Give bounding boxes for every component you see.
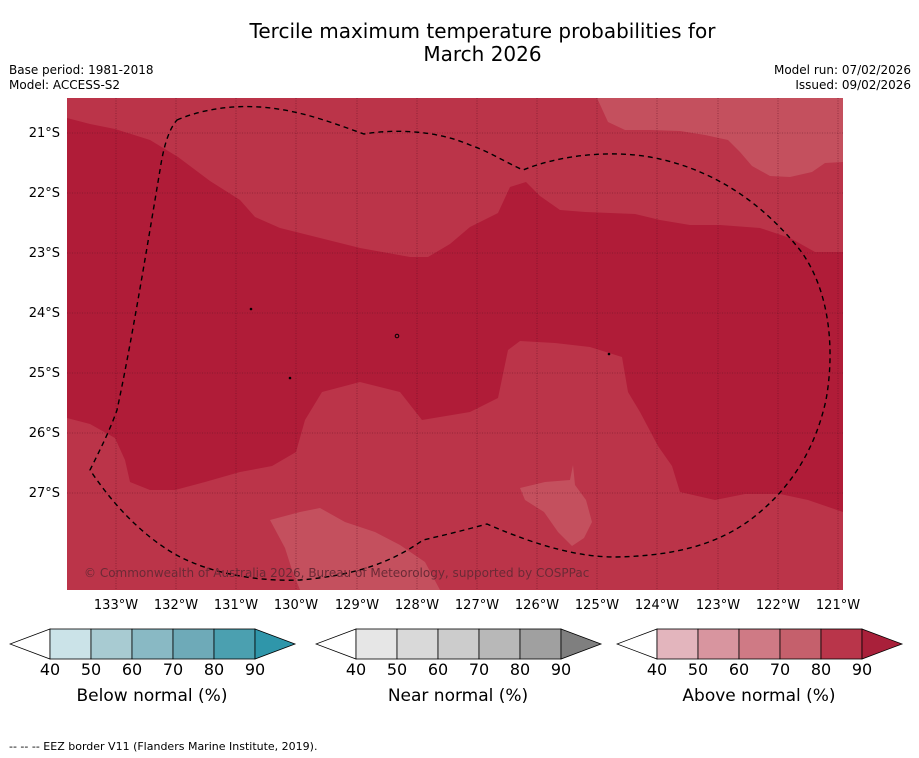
lon-label: 126°W xyxy=(514,598,560,613)
cbar-seg xyxy=(616,628,658,660)
cbar-seg xyxy=(131,628,174,660)
copyright-notice: © Commonwealth of Australia 2026, Bureau… xyxy=(84,566,589,580)
cbar-tick: 40 xyxy=(39,660,61,679)
cbar-tick: 90 xyxy=(550,660,572,679)
issued-date: Issued: 09/02/2026 xyxy=(795,78,911,92)
cbar-tick: 50 xyxy=(687,660,709,679)
colorbar-below-svg xyxy=(9,628,297,660)
colorbar-near-normal xyxy=(315,628,603,660)
cbar-seg xyxy=(820,628,863,660)
lon-label: 128°W xyxy=(394,598,440,613)
cbar-seg xyxy=(172,628,215,660)
lat-label: 27°S xyxy=(28,486,60,501)
lat-label: 24°S xyxy=(28,306,60,321)
region-70-bottom-left xyxy=(270,508,440,590)
cbar-seg xyxy=(49,628,92,660)
meta-left: Base period: 1981-2018 Model: ACCESS-S2 xyxy=(9,63,154,93)
cbar-tick: 40 xyxy=(345,660,367,679)
lon-label: 124°W xyxy=(634,598,680,613)
cbar-seg xyxy=(90,628,133,660)
cbar-tick: 90 xyxy=(851,660,873,679)
lon-label: 133°W xyxy=(93,598,139,613)
cbar-seg xyxy=(213,628,256,660)
colorbar-title-near: Near normal (%) xyxy=(387,686,529,706)
model-run: Model run: 07/02/2026 xyxy=(773,63,911,77)
cbar-seg xyxy=(779,628,822,660)
base-period: Base period: 1981-2018 xyxy=(9,63,154,77)
lon-label: 123°W xyxy=(695,598,741,613)
lon-label: 121°W xyxy=(815,598,861,613)
cbar-seg xyxy=(738,628,781,660)
region-70-top-right xyxy=(597,98,843,177)
cbar-seg xyxy=(560,628,603,660)
cbar-seg xyxy=(861,628,904,660)
lon-label: 127°W xyxy=(454,598,500,613)
lon-label: 125°W xyxy=(574,598,620,613)
cbar-tick: 80 xyxy=(509,660,531,679)
colorbar-near-svg xyxy=(315,628,603,660)
meta-right: Model run: 07/02/2026 Issued: 09/02/2026 xyxy=(774,63,911,93)
lat-label: 21°S xyxy=(28,126,60,141)
cbar-tick: 70 xyxy=(769,660,791,679)
eez-footnote: -- -- -- EEZ border V11 (Flanders Marine… xyxy=(9,740,318,753)
model-name: Model: ACCESS-S2 xyxy=(9,78,121,92)
lat-label: 25°S xyxy=(28,366,60,381)
lon-label: 131°W xyxy=(213,598,259,613)
title-line-1: Tercile maximum temperature probabilitie… xyxy=(249,19,716,43)
lat-label: 22°S xyxy=(28,186,60,201)
cbar-tick: 80 xyxy=(810,660,832,679)
region-90-central-band xyxy=(67,118,843,512)
cbar-tick: 70 xyxy=(162,660,184,679)
islands xyxy=(249,307,611,380)
map-panel: © Commonwealth of Australia 2026, Bureau… xyxy=(67,98,843,590)
cbar-seg xyxy=(437,628,480,660)
cbar-tick: 50 xyxy=(386,660,408,679)
lon-label: 132°W xyxy=(153,598,199,613)
lat-label: 26°S xyxy=(28,426,60,441)
lon-label: 122°W xyxy=(755,598,801,613)
colorbar-title-below: Below normal (%) xyxy=(76,686,228,706)
title-line-2: March 2026 xyxy=(423,42,542,66)
cbar-tick: 90 xyxy=(244,660,266,679)
cbar-seg xyxy=(315,628,357,660)
cbar-tick: 60 xyxy=(728,660,750,679)
colorbar-above-svg xyxy=(616,628,904,660)
cbar-tick: 80 xyxy=(203,660,225,679)
cbar-seg xyxy=(697,628,740,660)
cbar-seg xyxy=(396,628,439,660)
cbar-tick: 50 xyxy=(80,660,102,679)
cbar-seg xyxy=(9,628,51,660)
cbar-seg xyxy=(254,628,297,660)
colorbar-above-normal xyxy=(616,628,906,660)
chart-title: Tercile maximum temperature probabilitie… xyxy=(0,20,919,66)
cbar-tick: 60 xyxy=(121,660,143,679)
lon-label: 129°W xyxy=(334,598,380,613)
cbar-seg xyxy=(656,628,699,660)
cbar-tick: 70 xyxy=(468,660,490,679)
cbar-seg xyxy=(478,628,521,660)
lat-label: 23°S xyxy=(28,246,60,261)
lon-label: 130°W xyxy=(273,598,319,613)
cbar-seg xyxy=(355,628,398,660)
cbar-tick: 60 xyxy=(427,660,449,679)
eez-border xyxy=(89,105,831,581)
graticule xyxy=(67,98,843,590)
region-70-bottom xyxy=(520,465,592,546)
colorbar-below-normal xyxy=(9,628,297,660)
cbar-seg xyxy=(519,628,562,660)
colorbar-title-above: Above normal (%) xyxy=(682,686,836,706)
cbar-tick: 40 xyxy=(646,660,668,679)
